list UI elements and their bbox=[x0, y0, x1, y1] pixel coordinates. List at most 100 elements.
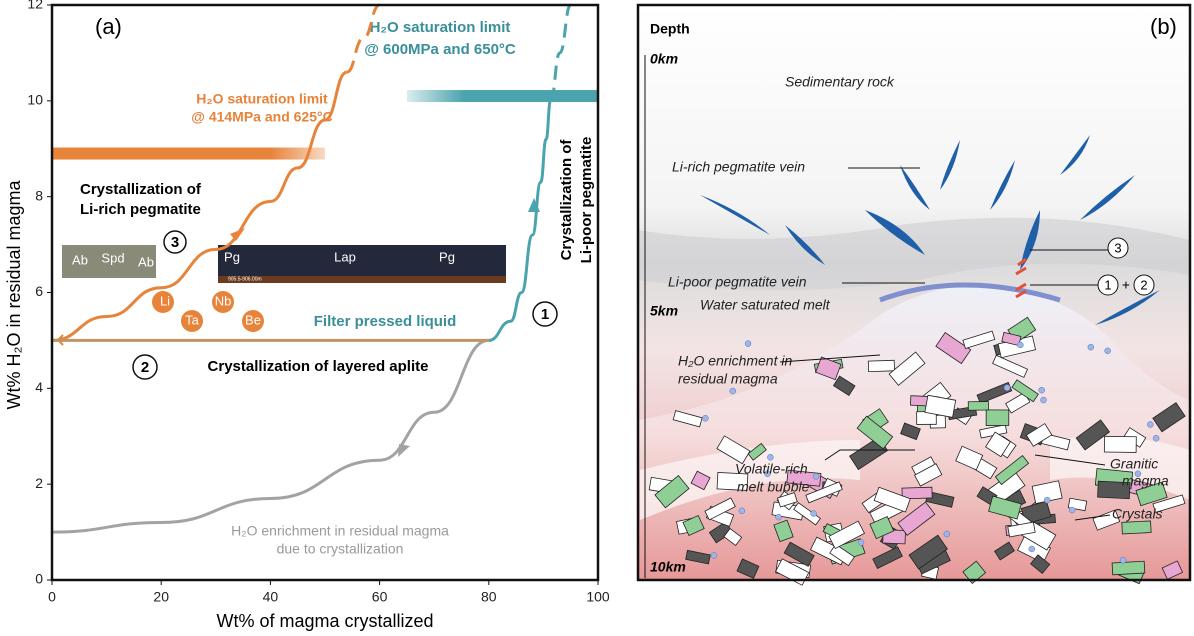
gray-layer bbox=[638, 217, 1190, 290]
crystal bbox=[672, 410, 703, 428]
y-tick-label: 12 bbox=[27, 0, 43, 12]
annotation: H₂O saturation limit bbox=[370, 19, 511, 36]
vein bbox=[940, 140, 960, 190]
crystal bbox=[747, 442, 767, 461]
saturation-band bbox=[406, 90, 598, 103]
panel-label: (b) bbox=[1150, 14, 1177, 39]
crystal bbox=[962, 330, 996, 350]
bubble bbox=[1068, 506, 1076, 514]
x-tick-label: 20 bbox=[153, 589, 169, 605]
step-number: 3 bbox=[171, 234, 179, 251]
step-circle bbox=[1133, 274, 1155, 296]
annotation: Crystallization of bbox=[558, 139, 575, 261]
vein bbox=[700, 195, 770, 235]
element-label: Li bbox=[160, 293, 170, 308]
photo-label: Ab bbox=[72, 252, 88, 267]
bubble bbox=[1040, 396, 1047, 404]
vein bbox=[900, 165, 930, 210]
element-circle bbox=[212, 291, 234, 313]
annotation: due to crystallization bbox=[277, 541, 404, 557]
x-tick-label: 100 bbox=[586, 589, 610, 605]
crystal bbox=[1121, 520, 1152, 535]
leader bbox=[779, 354, 881, 363]
bubble bbox=[1017, 341, 1024, 349]
y-tick-label: 8 bbox=[35, 187, 43, 203]
crystal bbox=[1135, 481, 1168, 507]
step-circle bbox=[132, 354, 158, 380]
label: H₂O enrichment in bbox=[678, 353, 792, 369]
step-number: 2 bbox=[1140, 277, 1147, 292]
crystal bbox=[856, 415, 894, 450]
crystal bbox=[1097, 480, 1131, 500]
crystal bbox=[777, 492, 798, 508]
x-tick-label: 80 bbox=[481, 589, 497, 605]
step-number: 2 bbox=[141, 359, 149, 376]
stage-marker bbox=[1015, 257, 1027, 299]
crystal bbox=[867, 359, 895, 373]
x-tick-label: 60 bbox=[372, 589, 388, 605]
crystal bbox=[690, 470, 711, 491]
crystal bbox=[1007, 521, 1036, 538]
bubble bbox=[1043, 496, 1051, 504]
annotation: Li-rich pegmatite bbox=[80, 201, 201, 218]
annotation: H₂O enrichment in residual magma bbox=[231, 523, 449, 539]
annotation: Li-poor pegmatite bbox=[578, 137, 595, 264]
plot-frame bbox=[50, 3, 600, 582]
crystal bbox=[1152, 402, 1186, 433]
step-number: 1 bbox=[1104, 277, 1111, 292]
label: magma bbox=[1122, 473, 1169, 489]
crystal bbox=[654, 475, 690, 509]
annotation: @ 414MPa and 625°C bbox=[191, 109, 332, 125]
x-tick-label: 0 bbox=[48, 589, 56, 605]
crystal bbox=[873, 486, 911, 513]
depth-label: 10km bbox=[650, 559, 686, 575]
photo-label: Spd bbox=[101, 250, 124, 265]
crystal bbox=[924, 394, 957, 418]
crystal bbox=[716, 435, 751, 465]
crystal bbox=[901, 486, 933, 500]
photo-label: Pg bbox=[439, 249, 455, 264]
bubble bbox=[764, 470, 771, 477]
element-icons bbox=[152, 291, 264, 332]
bubble bbox=[943, 530, 951, 538]
bubble bbox=[1028, 545, 1036, 553]
bubble bbox=[767, 454, 774, 461]
crystal bbox=[994, 541, 1015, 561]
vein bbox=[1020, 210, 1040, 270]
vein bbox=[865, 210, 925, 255]
crystal bbox=[1011, 379, 1039, 403]
label: Granitic bbox=[1110, 456, 1158, 472]
photo-label: Pg bbox=[224, 249, 240, 264]
crystal bbox=[1075, 419, 1111, 451]
crystal bbox=[962, 560, 987, 585]
bubble bbox=[702, 415, 709, 422]
vein bbox=[785, 225, 825, 265]
label: Li-rich pegmatite vein bbox=[672, 159, 805, 175]
step-number: 3 bbox=[1114, 240, 1121, 255]
bubble bbox=[1104, 347, 1111, 355]
crystal bbox=[888, 351, 926, 386]
vein bbox=[1095, 290, 1160, 325]
element-label: Ta bbox=[185, 312, 200, 327]
element-circle bbox=[181, 310, 203, 332]
bubble bbox=[710, 552, 718, 559]
saturation-band bbox=[52, 147, 325, 160]
li-rich-veins bbox=[700, 135, 1160, 325]
crystal bbox=[955, 445, 984, 471]
label: melt bubble bbox=[737, 479, 810, 495]
label: Depth bbox=[650, 21, 690, 37]
crystal bbox=[1152, 494, 1186, 513]
label: Water saturated melt bbox=[700, 297, 831, 313]
crystal bbox=[900, 422, 921, 441]
crystal bbox=[967, 401, 989, 411]
step-circle bbox=[1097, 274, 1119, 296]
annotation: Crystallization of layered aplite bbox=[208, 358, 429, 375]
crystal bbox=[736, 558, 760, 579]
crystal bbox=[832, 375, 856, 396]
curve bbox=[346, 3, 381, 74]
photo-label: Lap bbox=[334, 249, 356, 264]
crystal bbox=[908, 534, 948, 570]
element-circle bbox=[242, 310, 264, 332]
curve bbox=[488, 99, 552, 342]
